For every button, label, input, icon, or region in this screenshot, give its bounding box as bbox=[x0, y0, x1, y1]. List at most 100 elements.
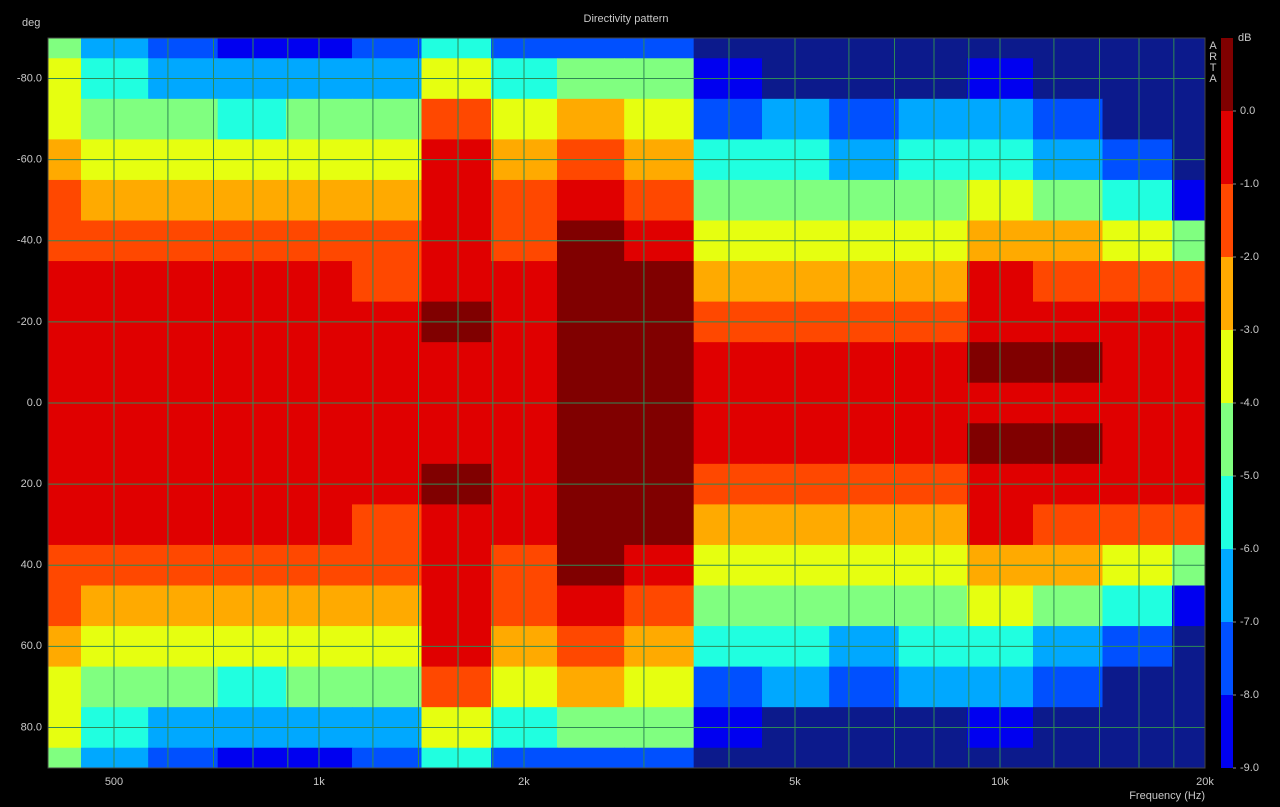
heat-cell bbox=[48, 666, 82, 708]
heat-cell bbox=[556, 423, 625, 465]
heat-cell bbox=[1172, 747, 1206, 769]
y-tick-label: 0.0 bbox=[27, 397, 42, 409]
heat-cell bbox=[217, 38, 287, 59]
heat-cell bbox=[898, 261, 968, 303]
colorbar-band bbox=[1221, 403, 1233, 476]
heat-cell bbox=[217, 747, 287, 769]
heat-cell bbox=[351, 585, 422, 627]
heat-cell bbox=[48, 585, 82, 627]
chart-title: Directivity pattern bbox=[584, 13, 669, 25]
heat-cell bbox=[624, 98, 695, 140]
heat-cell bbox=[693, 585, 763, 627]
heat-cell bbox=[421, 261, 492, 303]
heat-cell bbox=[761, 747, 830, 769]
heat-cell bbox=[80, 342, 149, 384]
heat-cell bbox=[829, 747, 900, 769]
colorbar-band bbox=[1221, 330, 1233, 403]
colorbar-tick-label: -3.0 bbox=[1240, 324, 1259, 336]
heat-cell bbox=[1172, 179, 1206, 221]
heat-cell bbox=[829, 38, 900, 59]
heat-cell bbox=[80, 261, 149, 303]
heat-cell bbox=[351, 747, 422, 769]
y-tick-label: -80.0 bbox=[17, 72, 42, 84]
heat-cell bbox=[761, 504, 830, 546]
heat-cell bbox=[1102, 179, 1173, 221]
y-tick-label: 80.0 bbox=[21, 721, 42, 733]
heat-cell bbox=[556, 38, 625, 59]
heat-cell bbox=[556, 261, 625, 303]
heat-cell bbox=[1102, 342, 1173, 384]
colorbar-band bbox=[1221, 549, 1233, 622]
colorbar-tick-label: -7.0 bbox=[1240, 616, 1259, 628]
heat-cell bbox=[624, 504, 695, 546]
heat-cell bbox=[829, 666, 900, 708]
y-axis-label: deg bbox=[22, 17, 40, 29]
heat-cell bbox=[148, 261, 219, 303]
heat-cell bbox=[217, 261, 287, 303]
heat-cell bbox=[624, 179, 695, 221]
heat-cell bbox=[898, 504, 968, 546]
heat-cell bbox=[351, 666, 422, 708]
heat-cell bbox=[1172, 38, 1206, 59]
heat-cell bbox=[1172, 666, 1206, 708]
heat-cell bbox=[761, 342, 830, 384]
colorbar-title: dB bbox=[1238, 32, 1251, 44]
y-tick-label: -40.0 bbox=[17, 235, 42, 247]
colorbar-tick-label: -1.0 bbox=[1240, 178, 1259, 190]
heat-cell bbox=[80, 98, 149, 140]
heat-cell bbox=[1032, 38, 1103, 59]
heat-cell bbox=[624, 38, 695, 59]
heat-cell bbox=[1172, 261, 1206, 303]
colorbar-band bbox=[1221, 476, 1233, 549]
heat-cell bbox=[898, 38, 968, 59]
heat-cell bbox=[421, 98, 492, 140]
heat-cell bbox=[421, 179, 492, 221]
colorbar-tick-label: -6.0 bbox=[1240, 543, 1259, 555]
heat-cell bbox=[351, 38, 422, 59]
heat-cell bbox=[693, 179, 763, 221]
heat-cell bbox=[898, 98, 968, 140]
heat-cell bbox=[898, 747, 968, 769]
heat-cell bbox=[556, 747, 625, 769]
heat-cell bbox=[829, 585, 900, 627]
heat-cell bbox=[556, 585, 625, 627]
heat-cell bbox=[148, 38, 219, 59]
heat-cell bbox=[693, 98, 763, 140]
watermark: ARTA bbox=[1207, 40, 1219, 84]
heat-cell bbox=[80, 179, 149, 221]
heat-cell bbox=[693, 38, 763, 59]
heat-cell bbox=[898, 423, 968, 465]
heat-cell bbox=[693, 666, 763, 708]
colorbar-tick-label: -9.0 bbox=[1240, 762, 1259, 774]
heat-cell bbox=[48, 98, 82, 140]
heat-cell bbox=[761, 585, 830, 627]
heat-cell bbox=[421, 342, 492, 384]
heat-cell bbox=[48, 504, 82, 546]
heat-cell bbox=[693, 747, 763, 769]
x-tick-label: 500 bbox=[105, 776, 123, 788]
heat-cell bbox=[421, 666, 492, 708]
heat-cell bbox=[898, 585, 968, 627]
heat-cell bbox=[48, 179, 82, 221]
heat-cell bbox=[761, 179, 830, 221]
heat-cell bbox=[1172, 342, 1206, 384]
heat-cell bbox=[80, 585, 149, 627]
heat-cell bbox=[48, 423, 82, 465]
heat-cell bbox=[351, 342, 422, 384]
heat-cell bbox=[829, 423, 900, 465]
heat-cell bbox=[624, 666, 695, 708]
heat-cell bbox=[693, 342, 763, 384]
colorbar-tick-label: -8.0 bbox=[1240, 689, 1259, 701]
heat-cell bbox=[1102, 585, 1173, 627]
heat-cell bbox=[1032, 98, 1103, 140]
heat-cell bbox=[421, 38, 492, 59]
heat-cell bbox=[1032, 179, 1103, 221]
heat-cell bbox=[761, 666, 830, 708]
heat-cell bbox=[761, 423, 830, 465]
heat-cell bbox=[48, 342, 82, 384]
heat-cell bbox=[148, 98, 219, 140]
heat-cell bbox=[761, 261, 830, 303]
heat-cell bbox=[829, 261, 900, 303]
x-axis-label: Frequency (Hz) bbox=[1129, 790, 1205, 802]
